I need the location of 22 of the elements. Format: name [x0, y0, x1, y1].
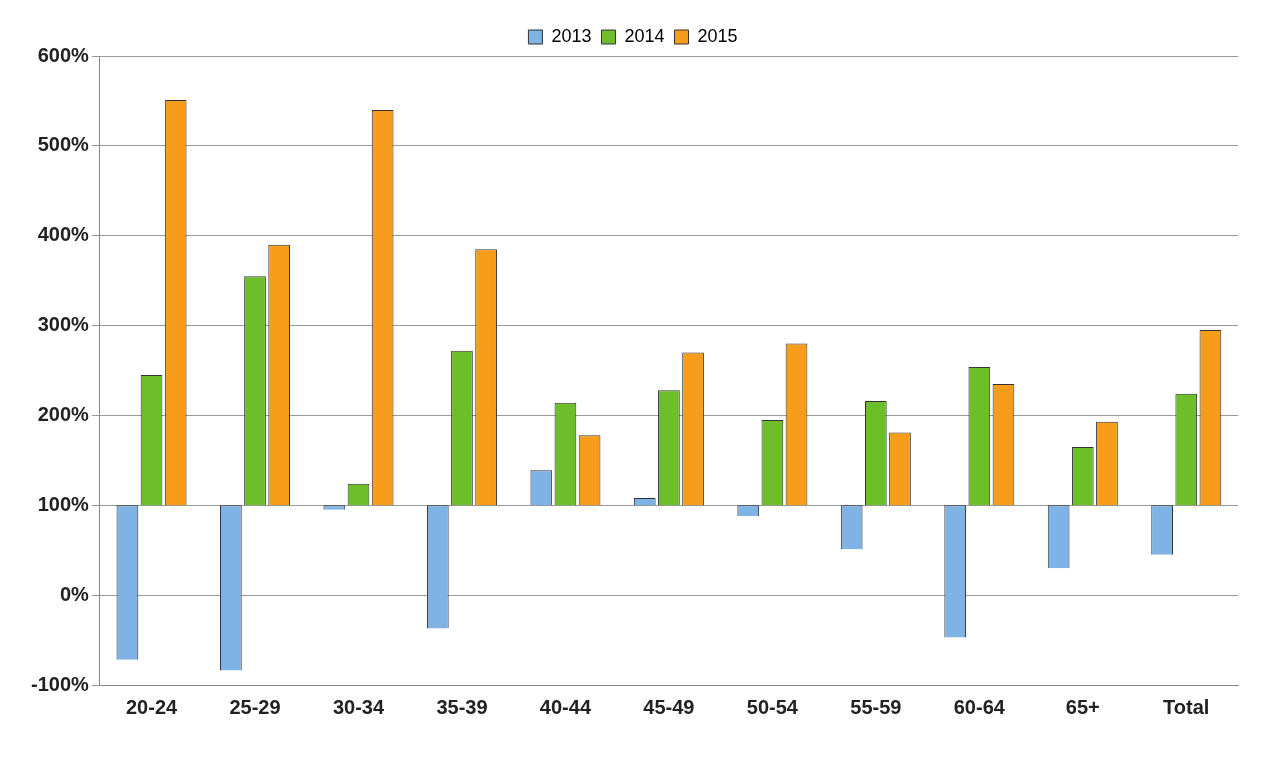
- x-tick-label: 35-39: [436, 695, 488, 718]
- x-tick-label: 60-64: [953, 695, 1006, 718]
- x-tick-label: 65+: [1065, 695, 1100, 718]
- x-tick-label: 45-49: [643, 695, 695, 718]
- x-tick-label: 20-24: [125, 695, 178, 718]
- y-tick-label: 0%: [59, 582, 90, 605]
- x-tick-label: Total: [1163, 695, 1210, 718]
- x-tick-label: 25-29: [229, 695, 281, 718]
- y-tick-label: 300%: [37, 313, 90, 336]
- y-tick-label: 400%: [37, 223, 90, 246]
- y-tick-label: 200%: [37, 402, 90, 425]
- y-tick-label: -100%: [31, 672, 90, 695]
- legend-label: 2015: [697, 25, 738, 46]
- x-tick-label: 30-34: [332, 695, 385, 718]
- x-tick-label: 55-59: [850, 695, 902, 718]
- y-tick-label: 100%: [37, 492, 90, 515]
- y-tick-label: 600%: [37, 43, 90, 66]
- legend-label: 2013: [551, 25, 592, 46]
- x-tick-label: 40-44: [539, 695, 592, 718]
- y-tick-label: 500%: [37, 133, 90, 156]
- x-tick-label: 50-54: [746, 695, 799, 718]
- legend-label: 2014: [624, 25, 665, 46]
